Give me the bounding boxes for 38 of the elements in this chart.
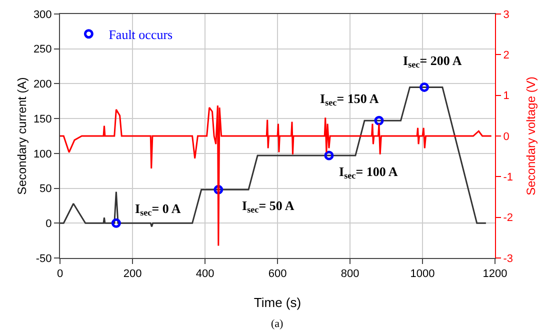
y-tick-label: 100 (33, 148, 52, 160)
x-tick-label: 600 (268, 268, 287, 280)
x-tick-label: 400 (196, 268, 214, 280)
line-series (60, 104, 492, 247)
y2-tick-label: 3 (503, 8, 510, 21)
y2-tick-label: -3 (503, 252, 513, 265)
y-tick-label: 150 (33, 113, 52, 126)
y-tick-label: 200 (33, 78, 52, 91)
y2-axis-title: Secondary voltage (V) (524, 76, 538, 196)
x-tick-label: 200 (123, 268, 142, 280)
y-tick-label: 250 (33, 44, 52, 56)
y-tick-label: 0 (46, 218, 52, 230)
x-tick-label: 800 (340, 268, 360, 280)
y2-tick-label: 0 (503, 130, 510, 143)
annotation: I$_{sec}$= 0 A (135, 201, 182, 218)
text: (a) (271, 318, 284, 330)
line-series (60, 86, 487, 228)
point (374, 116, 384, 126)
point (324, 150, 334, 160)
x-tick-label: 1200 (482, 268, 508, 280)
annotation: I$_{sec}$= 50 A (242, 198, 295, 215)
y-tick-label: 300 (33, 8, 52, 21)
point (111, 218, 121, 228)
y2-tick-label: -1 (503, 172, 513, 184)
y2-tick-label: -2 (503, 212, 513, 224)
y2-tick-label: 2 (503, 50, 510, 62)
legend-label: Fault occurs (108, 26, 173, 42)
x-tick-label: 0 (56, 268, 64, 280)
annotation: I$_{sec}$= 200 A (403, 53, 462, 70)
x-axis-title: Time (s) (254, 295, 302, 310)
annotation: I$_{sec}$= 150 A (320, 91, 380, 108)
y-tick-label: -50 (36, 252, 52, 265)
annotation: I$_{sec}$= 100 A (339, 164, 398, 181)
y2-tick-label: 1 (503, 90, 510, 102)
y-tick-label: 50 (40, 183, 52, 196)
x-tick-label: 1000 (410, 268, 435, 280)
y-axis-title: Secondary current (A) (15, 77, 29, 195)
point (420, 82, 430, 92)
